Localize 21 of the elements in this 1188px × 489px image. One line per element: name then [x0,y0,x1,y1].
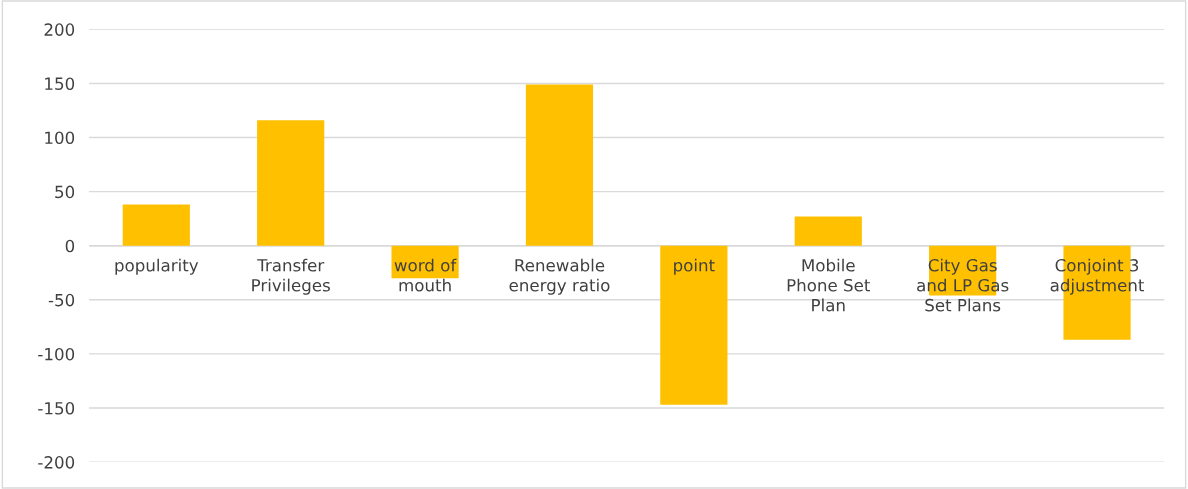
x-tick-label: Mobile Phone Set Plan [787,258,871,312]
bar [122,204,190,246]
y-tick-label: -200 [38,456,75,469]
y-tick-label: -50 [48,293,75,307]
y-tick-label: 0 [65,239,75,253]
y-tick-label: 200 [44,23,75,36]
bar [525,84,594,246]
x-tick-label: word of mouth [394,258,457,292]
y-tick-label: 50 [55,185,75,199]
bar [257,120,325,246]
x-tick-label: Renewable energy ratio [509,258,610,295]
y-tick-label: 150 [45,77,75,90]
x-tick-label: popularity [115,258,199,275]
x-tick-label: point [674,258,715,275]
y-tick-label: 100 [45,131,75,145]
bar [660,245,728,405]
x-tick-label: Transfer Privileges [252,258,330,295]
y-tick-label: -100 [38,347,75,361]
bar [794,216,862,246]
y-tick-label: -150 [38,401,75,415]
bar [391,245,459,279]
